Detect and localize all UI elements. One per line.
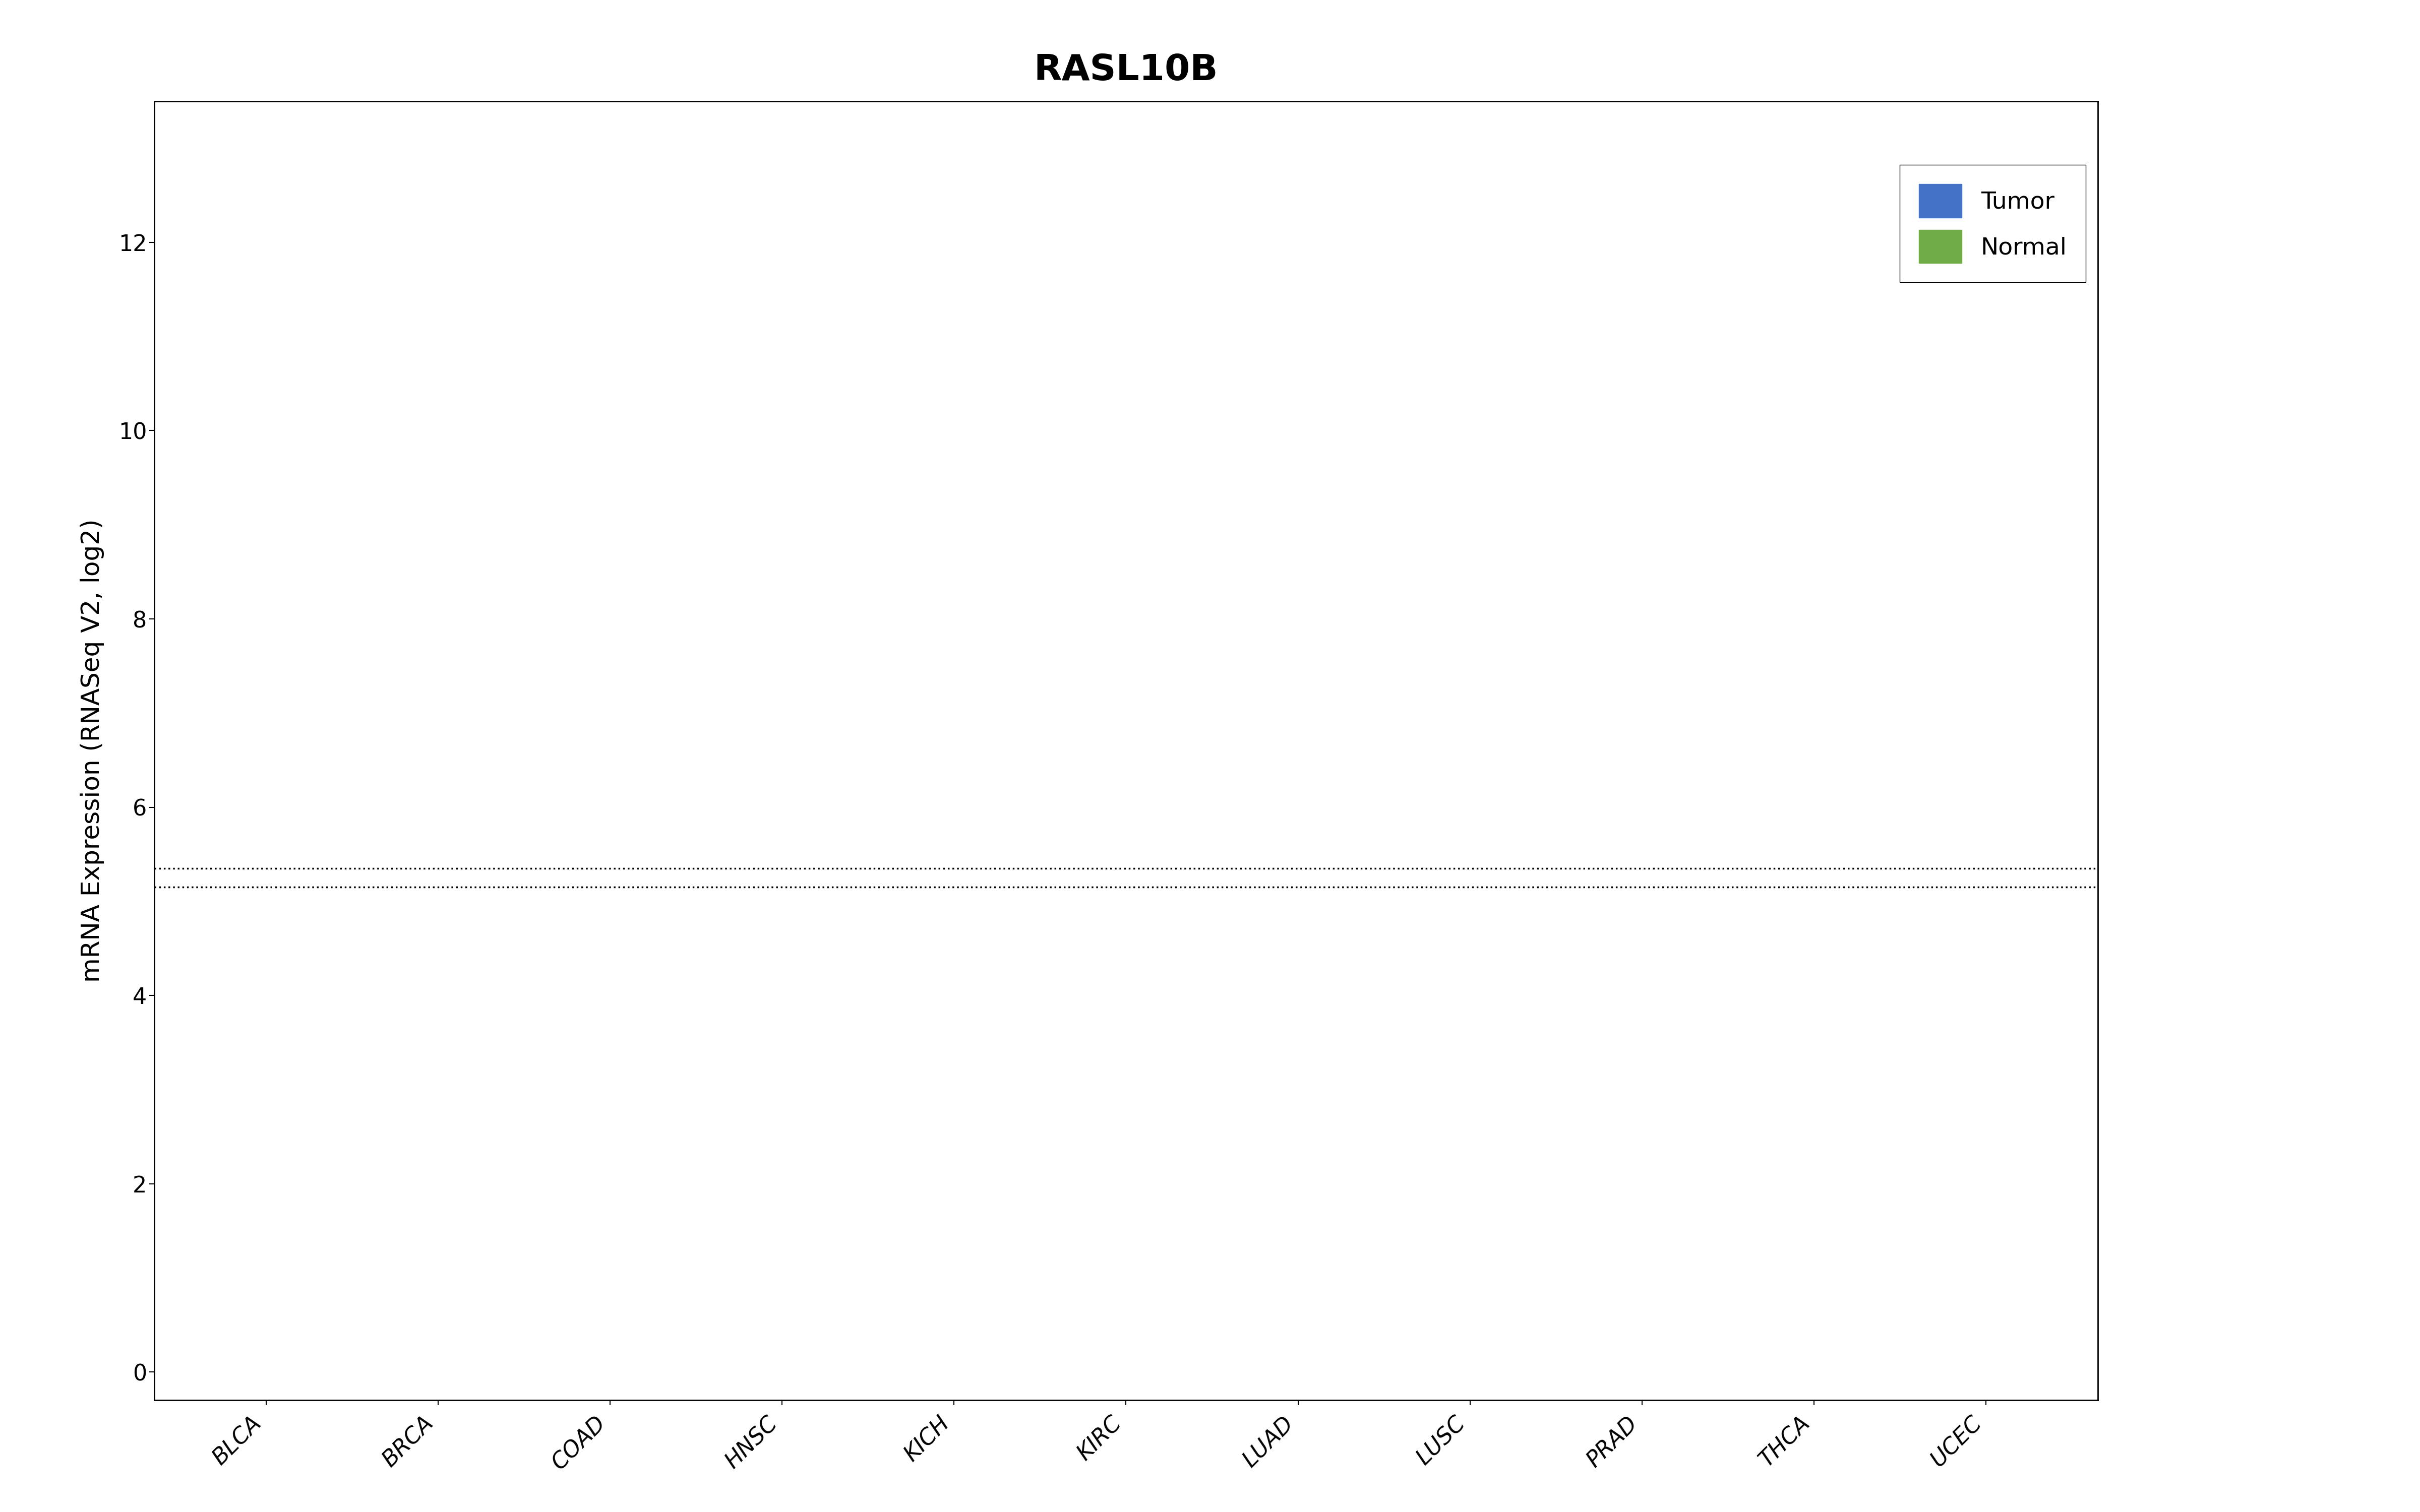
- Title: RASL10B: RASL10B: [1033, 53, 1217, 88]
- Y-axis label: mRNA Expression (RNASeq V2, log2): mRNA Expression (RNASeq V2, log2): [80, 519, 104, 983]
- Legend: Tumor, Normal: Tumor, Normal: [1900, 165, 2086, 283]
